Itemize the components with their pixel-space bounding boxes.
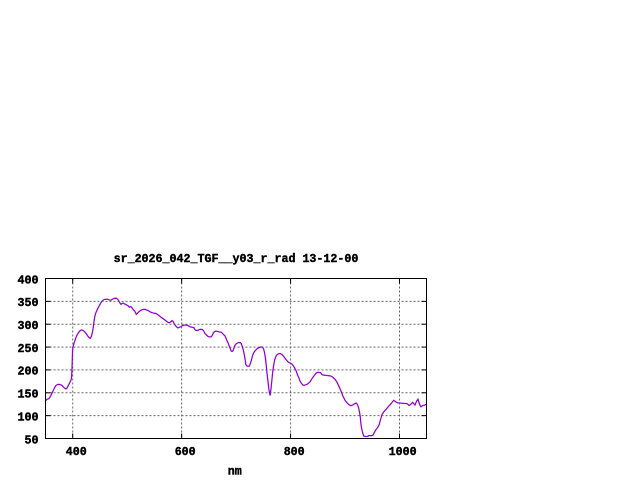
svg-text:50: 50 (25, 433, 39, 447)
svg-text:600: 600 (175, 445, 196, 459)
svg-text:250: 250 (18, 342, 39, 356)
svg-text:nm: nm (228, 465, 242, 479)
svg-text:300: 300 (18, 319, 39, 333)
svg-text:350: 350 (18, 296, 39, 310)
svg-text:150: 150 (18, 388, 39, 402)
svg-text:sr_2026_042_TGF__y03_r_rad 13-: sr_2026_042_TGF__y03_r_rad 13-12-00 (114, 252, 359, 266)
svg-text:200: 200 (18, 365, 39, 379)
svg-text:800: 800 (284, 445, 305, 459)
svg-text:400: 400 (18, 273, 39, 287)
svg-text:400: 400 (66, 445, 87, 459)
svg-text:1000: 1000 (389, 445, 417, 459)
svg-text:100: 100 (18, 411, 39, 425)
